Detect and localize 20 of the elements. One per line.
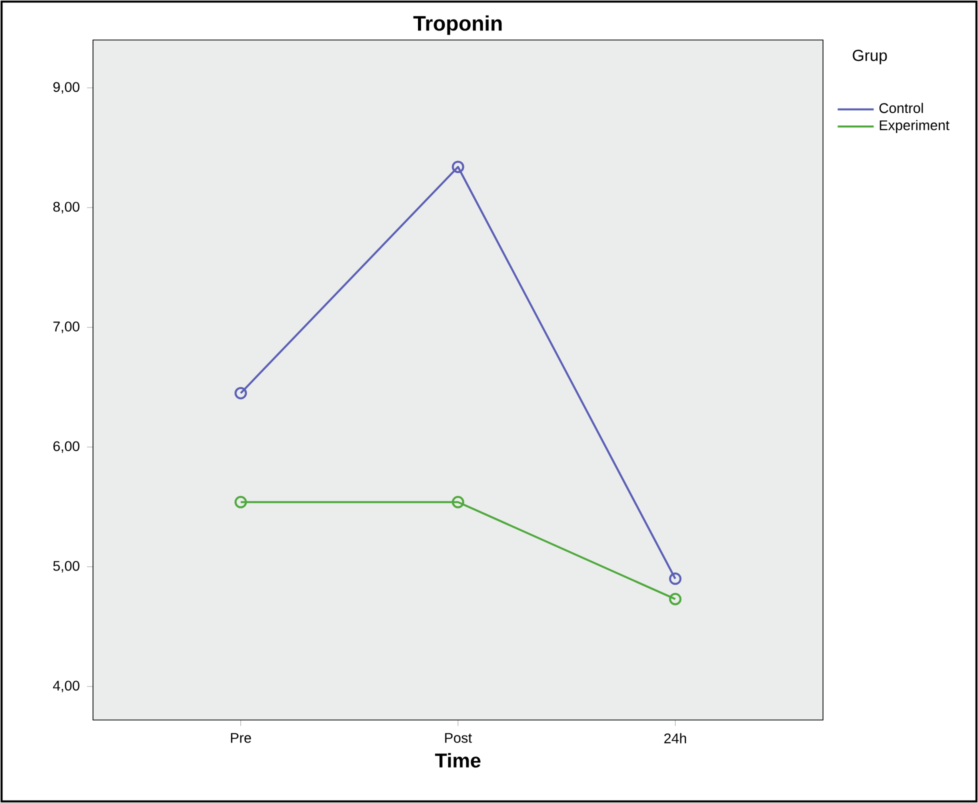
x-tick-label: 24h: [664, 733, 686, 744]
legend-label: Control: [879, 102, 923, 114]
point: [452, 160, 464, 174]
legend-label: Experiment: [880, 120, 950, 134]
y-tick-label: 9,00: [53, 82, 80, 94]
y-tick-label: 4,00: [53, 680, 80, 692]
y-tick-label: 8,00: [53, 202, 80, 214]
y-tick-label: 6,00: [53, 441, 80, 453]
x-tick-label: Pre: [231, 733, 251, 743]
point: [234, 386, 247, 400]
chart-title: Troponin: [413, 15, 502, 35]
point: [669, 592, 682, 606]
x-axis-title: Time: [435, 752, 480, 768]
legend-title: Grup: [852, 50, 887, 64]
x-tick-label: Post: [445, 733, 472, 743]
point: [234, 496, 247, 508]
y-tick-label: 7,00: [53, 322, 80, 334]
y-tick-label: 5,00: [53, 560, 80, 573]
point: [452, 496, 464, 508]
point: [669, 572, 682, 585]
